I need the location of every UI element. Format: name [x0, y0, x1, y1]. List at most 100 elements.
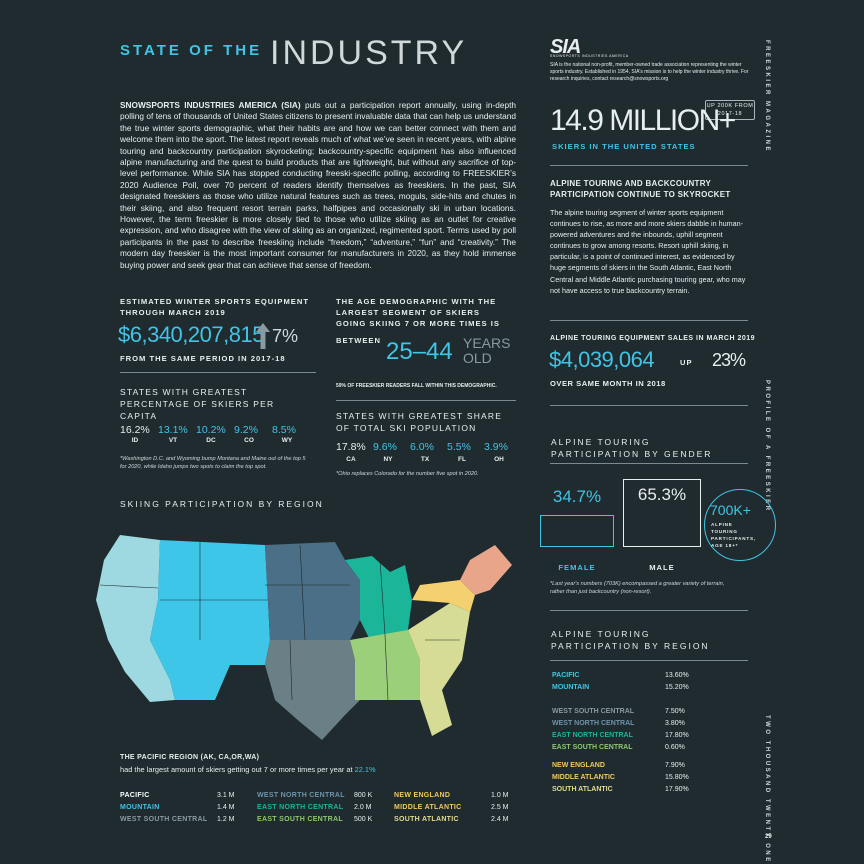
region-name: PACIFIC: [120, 792, 150, 799]
region-enc: [345, 556, 412, 640]
rule: [550, 165, 748, 166]
region-ne: [460, 545, 512, 595]
page-number: 29: [765, 834, 772, 840]
region-value: 2.5 M: [491, 804, 509, 811]
age-unit: YEARS OLD: [463, 335, 511, 366]
stat-state: DC: [206, 437, 216, 444]
touring-region-value: 7.90%: [665, 762, 685, 769]
age-between: BETWEEN: [336, 336, 381, 345]
touring-region-name: EAST SOUTH CENTRAL: [552, 744, 633, 751]
region-name: NEW ENGLAND: [394, 792, 451, 799]
total-label: ALPINE TOURING PARTICIPANTS, AGE 18+*: [711, 522, 756, 548]
region-ma: [412, 580, 475, 612]
touring-region-name: SOUTH ATLANTIC: [552, 786, 613, 793]
male-label: MALE: [649, 563, 675, 572]
touring-regions-title: ALPINE TOURING PARTICIPATION BY REGION: [551, 629, 710, 651]
per-capita-note: *Washington D.C. and Wyoming bump Montan…: [120, 456, 306, 470]
total-value: 700K+: [710, 502, 751, 518]
rule: [336, 400, 516, 401]
logo-sub: SNOWSPORTS INDUSTRIES AMERICA: [550, 54, 629, 58]
rule: [550, 320, 748, 321]
touring-region-name: WEST NORTH CENTRAL: [552, 720, 635, 727]
region-name: WEST SOUTH CENTRAL: [120, 816, 208, 823]
logo: SIA: [550, 36, 581, 58]
age-range: 25–44: [386, 338, 453, 365]
stat-value: 9.2%: [234, 424, 258, 436]
up-arrow: [256, 323, 270, 349]
per-capita-label: STATES WITH GREATEST PERCENTAGE OF SKIER…: [120, 387, 275, 421]
stat-value: 8.5%: [272, 424, 296, 436]
sales-up: UP: [680, 358, 693, 367]
stat-value: 5.5%: [447, 441, 471, 453]
age-label: THE AGE DEMOGRAPHIC WITH THE LARGEST SEG…: [336, 297, 500, 328]
region-wsc: [265, 640, 360, 740]
rule: [550, 405, 748, 406]
region-wnc: [265, 542, 360, 640]
us-map: [96, 535, 512, 740]
touring-region-name: MIDDLE ATLANTIC: [552, 774, 615, 781]
stat-state: WY: [281, 437, 293, 444]
map-title: SKIING PARTICIPATION BY REGION: [120, 499, 324, 509]
sentence: had the largest amount of skiers getting…: [120, 765, 353, 774]
stat-state: NY: [383, 456, 393, 463]
touring-region-value: 7.50%: [665, 708, 685, 715]
touring-body: The alpine touring segment of winter spo…: [550, 208, 746, 295]
region-value: 2.4 M: [491, 816, 509, 823]
region-name: SOUTH ATLANTIC: [394, 816, 459, 823]
stat-state: CA: [346, 456, 356, 463]
region-name: EAST SOUTH CENTRAL: [257, 816, 343, 823]
female-value: 34.7%: [552, 487, 602, 506]
equipment-note: FROM THE SAME PERIOD IN 2017-18: [120, 354, 286, 363]
touring-region-value: 15.80%: [665, 774, 689, 781]
sales-change: 23%: [712, 350, 746, 370]
touring-region-name: PACIFIC: [552, 672, 580, 679]
intro: SNOWSPORTS INDUSTRIES AMERICA (SIA) puts…: [120, 100, 516, 271]
side-year: TWO THOUSAND TWENTY ONE: [764, 715, 770, 864]
map-sentence: had the largest amount of skiers getting…: [120, 765, 376, 774]
touring-region-name: NEW ENGLAND: [552, 762, 605, 769]
skiers-badge: UP 200K FROM 2017-18: [705, 100, 755, 120]
title: INDUSTRY: [270, 34, 468, 72]
highlight-value: 22.1%: [354, 765, 376, 774]
touring-region-value: 0.60%: [665, 744, 685, 751]
equipment-value: $6,340,207,815: [118, 322, 264, 347]
region-value: 800 K: [354, 792, 373, 799]
equipment-label: ESTIMATED WINTER SPORTS EQUIPMENT THROUG…: [120, 297, 309, 317]
region-name: MOUNTAIN: [120, 804, 160, 811]
touring-region-value: 17.90%: [665, 786, 689, 793]
region-pacific: [96, 535, 175, 702]
about: SIA is the national non-profit, member-o…: [550, 62, 749, 82]
touring-region-value: 15.20%: [665, 684, 689, 691]
stat-value: 3.9%: [484, 441, 508, 453]
state-borders: [99, 542, 460, 701]
touring-region-name: EAST NORTH CENTRAL: [552, 732, 633, 739]
rule: [550, 463, 748, 464]
touring-region-name: MOUNTAIN: [552, 684, 590, 691]
touring-region-name: WEST SOUTH CENTRAL: [552, 708, 635, 715]
stat-value: 13.1%: [158, 424, 188, 436]
rule: [550, 660, 748, 661]
region-name: WEST NORTH CENTRAL: [257, 792, 345, 799]
intro-body: puts out a participation report annually…: [120, 100, 516, 270]
region-value: 3.1 M: [217, 792, 235, 799]
skiers-label: SKIERS IN THE UNITED STATES: [552, 142, 696, 151]
stat-state: OH: [494, 456, 504, 463]
stat-state: CO: [244, 437, 254, 444]
stat-state: TX: [420, 456, 430, 463]
touring-heading: ALPINE TOURING AND BACKCOUNTRY PARTICIPA…: [550, 179, 731, 199]
sales-label: ALPINE TOURING EQUIPMENT SALES IN MARCH …: [550, 335, 756, 342]
touring-region-value: 13.60%: [665, 672, 689, 679]
sales-value: $4,039,064: [549, 347, 655, 372]
side-magazine: FREESKIER MAGAZINE: [764, 40, 770, 154]
stat-value: 16.2%: [120, 424, 150, 436]
region-value: 2.0 M: [354, 804, 372, 811]
stat-state: ID: [131, 437, 139, 444]
stat-value: 17.8%: [336, 441, 366, 453]
region-esc: [350, 630, 420, 700]
region-sa: [408, 603, 470, 736]
map-highlight: THE PACIFIC REGION (AK, CA,OR,WA): [120, 754, 260, 761]
stat-state: VT: [168, 437, 178, 444]
rule: [550, 610, 748, 611]
share-note: *Ohio replaces Colorado for the number f…: [336, 471, 479, 477]
